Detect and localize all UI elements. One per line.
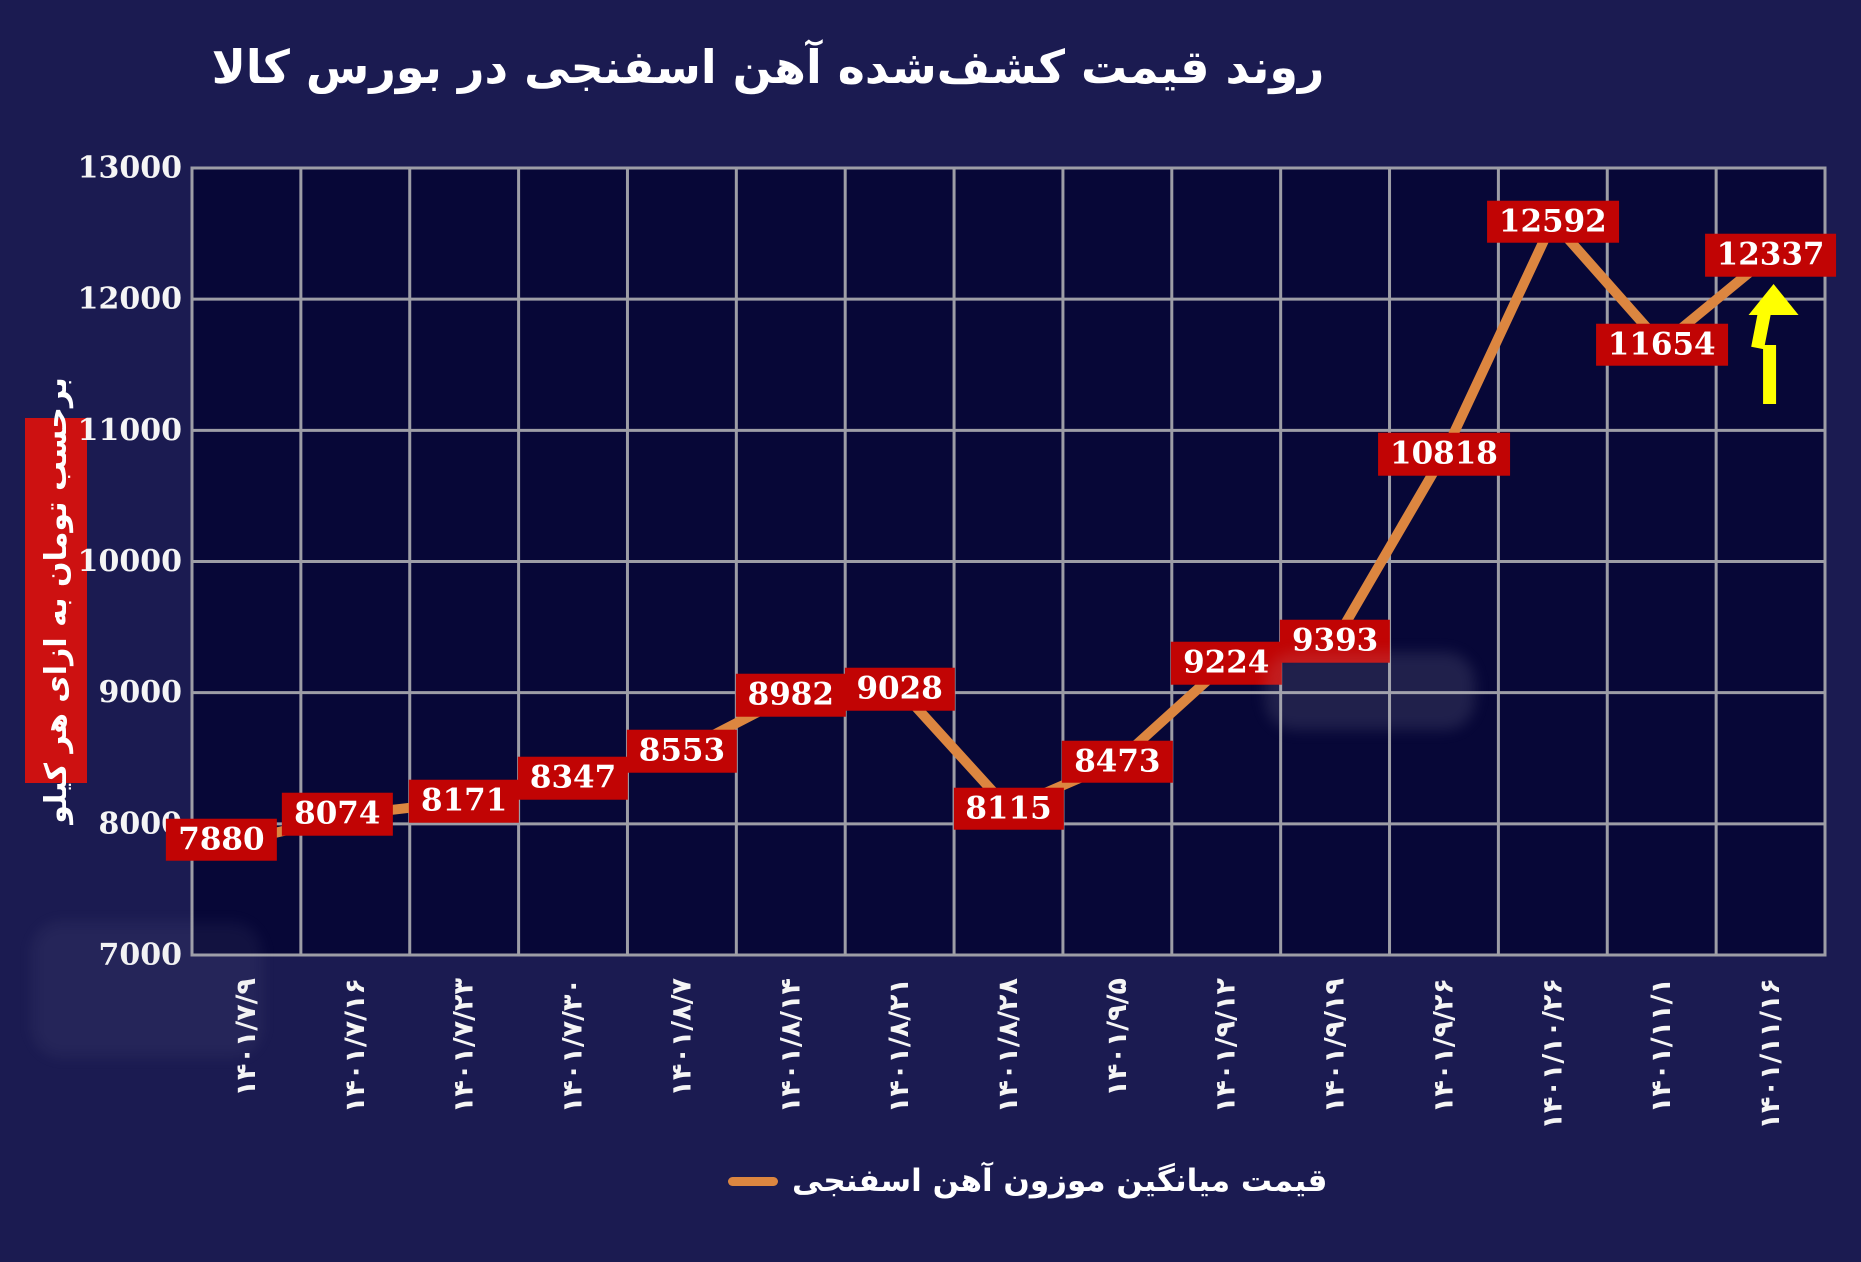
y-tick-label: 11000 bbox=[78, 413, 182, 448]
data-point-label: 12337 bbox=[1704, 233, 1837, 277]
data-point-label: 8115 bbox=[953, 787, 1064, 831]
data-point-label: 12592 bbox=[1486, 200, 1619, 243]
x-tick-label: ۱۴۰۱/۷/۲۳ bbox=[449, 977, 480, 1113]
x-tick-label: ۱۴۰۱/۱۰/۲۶ bbox=[1537, 978, 1568, 1130]
data-point-label: 9028 bbox=[844, 667, 955, 711]
data-point-label: 7880 bbox=[166, 818, 277, 861]
chart-title: روند قیمت کشف‌شده آهن اسفنجی در بورس کال… bbox=[211, 40, 1325, 94]
x-tick-label: ۱۴۰۱/۹/۱۲ bbox=[1211, 977, 1242, 1113]
data-point-label: 8982 bbox=[735, 673, 846, 717]
legend-line-swatch bbox=[728, 1176, 778, 1186]
data-point-label: 10818 bbox=[1378, 432, 1510, 476]
y-axis-title-band: برحسب تومان به ازای هر کیلو bbox=[25, 377, 87, 824]
data-point-label: 8171 bbox=[409, 780, 520, 823]
highlight-arrow-icon bbox=[1751, 310, 1777, 404]
x-tick-label: ۱۴۰۱/۷/۳۰ bbox=[558, 978, 589, 1113]
x-tick-label: ۱۴۰۱/۸/۲۸ bbox=[993, 977, 1024, 1113]
y-tick-label: 9000 bbox=[99, 675, 183, 710]
y-tick-label: 13000 bbox=[78, 151, 182, 186]
x-tick-label: ۱۴۰۱/۷/۱۶ bbox=[340, 978, 371, 1113]
x-tick-label: ۱۴۰۱/۱۱/۱ bbox=[1646, 978, 1677, 1113]
x-tick-label: ۱۴۰۱/۸/۷ bbox=[666, 977, 697, 1096]
data-point-label: 8347 bbox=[517, 757, 629, 800]
y-tick-label: 10000 bbox=[78, 544, 182, 579]
x-tick-label: ۱۴۰۱/۸/۱۴ bbox=[775, 978, 806, 1113]
data-point-label: 11654 bbox=[1595, 323, 1728, 366]
data-point-label: 8473 bbox=[1062, 740, 1173, 784]
x-tick-label: ۱۴۰۱/۹/۱۹ bbox=[1320, 978, 1351, 1113]
legend: قیمت میانگین موزون آهن اسفنجی bbox=[728, 1163, 1327, 1199]
data-point-label: 9224 bbox=[1171, 642, 1282, 685]
x-tick-label: ۱۴۰۱/۷/۹ bbox=[231, 978, 262, 1097]
y-tick-label: 7000 bbox=[99, 938, 183, 973]
x-tick-label: ۱۴۰۱/۹/۲۶ bbox=[1428, 978, 1459, 1113]
data-point-label: 8553 bbox=[626, 730, 738, 773]
plot-border bbox=[190, 166, 1827, 957]
x-tick-label: ۱۴۰۱/۹/۵ bbox=[1102, 978, 1133, 1097]
data-point-label: 9393 bbox=[1279, 619, 1391, 663]
highlight-arrow-icon bbox=[1748, 283, 1799, 315]
x-tick-label: ۱۴۰۱/۸/۲۱ bbox=[884, 978, 915, 1113]
x-tick-label: ۱۴۰۱/۱۱/۱۶ bbox=[1755, 978, 1786, 1130]
y-tick-label: 12000 bbox=[78, 282, 182, 317]
legend-label: قیمت میانگین موزون آهن اسفنجی bbox=[792, 1163, 1328, 1199]
data-point-label: 8074 bbox=[282, 792, 393, 836]
